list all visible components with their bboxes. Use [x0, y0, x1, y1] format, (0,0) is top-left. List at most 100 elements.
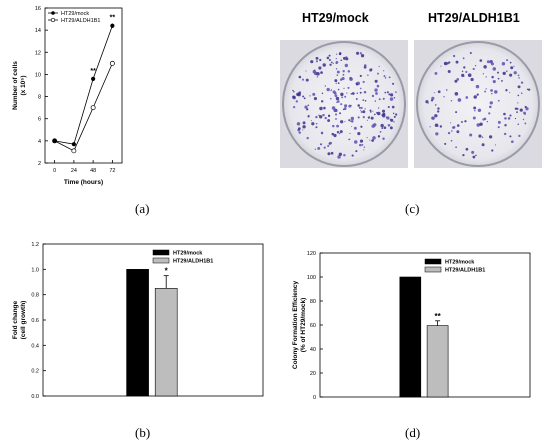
colony: [329, 63, 332, 66]
colony: [335, 96, 340, 101]
colony: [355, 82, 358, 85]
colony: [305, 78, 309, 82]
colony: [461, 70, 464, 73]
colony: [295, 100, 299, 103]
colony: [431, 96, 435, 100]
colonies-left: [292, 51, 398, 159]
colony: [347, 86, 350, 89]
colony: [497, 99, 500, 102]
colony: [321, 92, 324, 95]
colony: [356, 51, 360, 55]
data-point-filled: [110, 23, 115, 28]
panel-label-a: (a): [135, 201, 150, 216]
colony: [366, 119, 368, 121]
colony: [341, 96, 344, 99]
colony: [364, 100, 367, 102]
colony: [477, 108, 482, 113]
colony: [334, 108, 338, 113]
colony: [330, 97, 332, 100]
colony: [491, 149, 494, 152]
colony: [483, 65, 487, 69]
colony: [320, 131, 324, 135]
colony: [391, 105, 395, 109]
colony: [486, 120, 489, 123]
colony: [517, 123, 520, 125]
colony: [348, 138, 351, 141]
colony: [298, 131, 301, 134]
colony: [461, 121, 463, 123]
colony: [472, 155, 476, 159]
colony: [373, 123, 377, 127]
colony: [395, 91, 397, 93]
colony: [344, 120, 346, 123]
colony: [351, 126, 353, 128]
legend-swatch: [424, 266, 442, 273]
colony: [376, 84, 380, 88]
colony: [367, 116, 370, 119]
colony: [370, 116, 374, 120]
colony: [488, 112, 491, 115]
colony: [351, 154, 354, 157]
colony: [343, 87, 345, 89]
colony: [481, 143, 485, 147]
colony: [328, 54, 331, 57]
colony: [302, 125, 306, 129]
colony: [519, 108, 523, 112]
colony: [340, 92, 344, 97]
panel-label-c: (c): [405, 201, 420, 216]
colony: [296, 92, 300, 96]
legend-label: HT29/ALDH1B1: [445, 268, 485, 274]
colony: [360, 125, 363, 128]
legend-label: HT29/mock: [61, 11, 89, 17]
colony: [377, 72, 379, 75]
colony: [451, 130, 453, 132]
y-axis-label-line: Fold change: [12, 300, 19, 339]
colony: [527, 88, 531, 91]
colony: [454, 79, 458, 83]
colony: [469, 133, 473, 137]
colony: [298, 75, 302, 79]
colony: [304, 105, 308, 109]
colony: [481, 136, 484, 138]
x-tick-label: 72: [109, 168, 115, 174]
y-tick-label: 0: [313, 395, 316, 401]
colony: [319, 106, 323, 111]
colony: [337, 155, 341, 159]
colony: [525, 107, 529, 111]
colony: [330, 88, 333, 90]
colony: [302, 121, 306, 125]
colony: [501, 80, 503, 82]
colony: [364, 108, 366, 110]
colony: [524, 122, 527, 125]
colony: [310, 120, 312, 122]
x-tick-label: 0: [53, 168, 56, 174]
colony: [332, 124, 335, 128]
colony: [349, 132, 351, 134]
colony: [363, 149, 365, 151]
colony: [388, 76, 391, 79]
colony: [363, 90, 367, 94]
colony: [491, 92, 493, 95]
colony: [332, 62, 334, 65]
colony: [343, 153, 346, 157]
colony: [392, 112, 395, 115]
colony: [509, 73, 513, 77]
colony: [497, 126, 500, 129]
colony: [359, 74, 362, 78]
colonies-right: [425, 51, 531, 159]
colony: [382, 112, 386, 116]
colony: [293, 106, 296, 109]
colony: [353, 126, 357, 130]
colony: [348, 119, 351, 122]
colony: [489, 105, 492, 109]
colony: [472, 67, 475, 71]
colony: [293, 90, 295, 93]
colony: [342, 108, 345, 111]
colony: [503, 132, 507, 136]
colony: [479, 59, 483, 62]
colony: [316, 76, 319, 78]
colony: [395, 113, 398, 116]
chart-b-fold-change: 0.0 0.2 0.4 0.6 0.8 1.0 1.2 Fold change(cell gr…: [12, 242, 264, 400]
y-tick-label: 20: [310, 371, 316, 377]
